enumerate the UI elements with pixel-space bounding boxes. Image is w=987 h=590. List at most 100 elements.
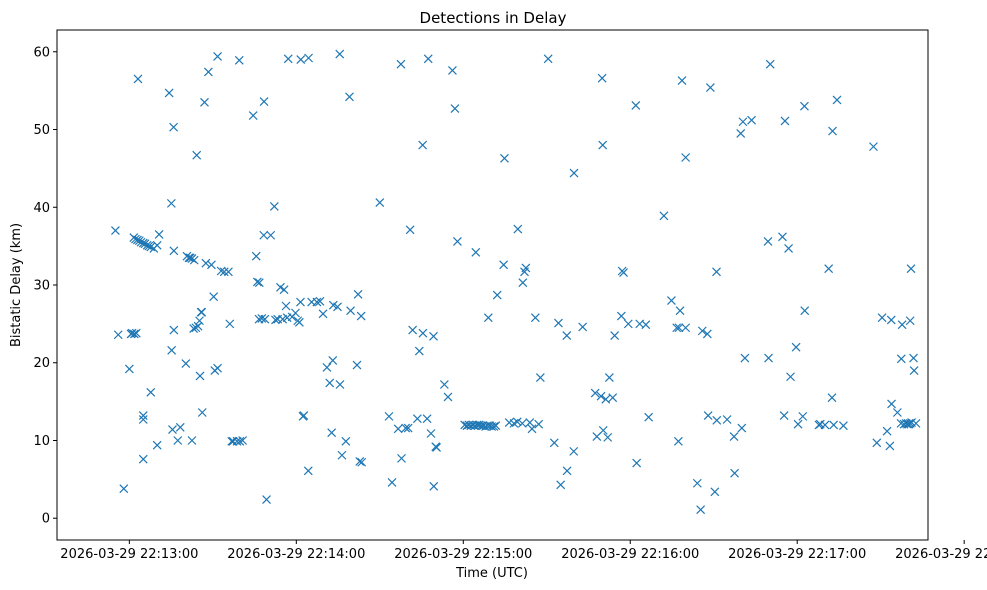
data-point	[169, 122, 179, 132]
data-point	[146, 387, 156, 397]
data-point	[257, 314, 267, 323]
data-point	[192, 150, 202, 160]
data-point	[905, 316, 915, 326]
data-point	[619, 268, 628, 277]
data-point	[800, 101, 809, 111]
data-point	[667, 296, 676, 305]
data-point	[353, 289, 363, 299]
data-point	[216, 266, 226, 276]
x-tick-label: 2026-03-29 22:17:00	[728, 547, 866, 562]
plot-frame	[56, 29, 929, 541]
data-point	[601, 394, 611, 404]
data-point	[906, 264, 916, 274]
data-point	[138, 454, 148, 464]
data-point	[800, 306, 810, 316]
data-point	[304, 53, 313, 63]
data-point	[590, 388, 600, 398]
data-point	[887, 399, 896, 409]
data-point	[909, 353, 918, 363]
data-point	[259, 230, 269, 240]
x-axis-label: Time (UTC)	[455, 566, 528, 581]
data-point	[569, 446, 579, 456]
data-point	[765, 59, 775, 69]
data-point	[131, 328, 141, 338]
data-point	[225, 319, 235, 329]
data-point	[675, 306, 685, 316]
data-point	[673, 436, 683, 446]
data-point	[197, 307, 207, 317]
y-tick-label: 30	[33, 279, 50, 294]
data-point	[327, 428, 337, 438]
data-point	[133, 74, 143, 84]
data-point	[318, 309, 328, 319]
data-point	[562, 331, 572, 340]
data-point	[260, 314, 270, 324]
data-point	[291, 308, 300, 318]
data-point	[722, 415, 732, 424]
data-point	[827, 393, 837, 403]
data-point	[403, 423, 413, 433]
data-point	[429, 331, 438, 341]
data-point	[443, 392, 453, 402]
x-tick-label: 2026-03-29 22:15:00	[394, 547, 532, 562]
data-point	[254, 278, 264, 288]
data-point	[251, 251, 261, 261]
data-point	[512, 417, 522, 427]
data-point	[414, 346, 424, 356]
data-point	[764, 353, 773, 363]
data-point	[426, 429, 436, 438]
data-point	[396, 59, 406, 69]
data-point	[219, 267, 229, 277]
data-point	[189, 255, 199, 265]
data-point	[909, 366, 919, 375]
data-point	[729, 432, 739, 442]
data-point	[189, 324, 199, 333]
data-point	[352, 360, 362, 370]
data-point	[737, 423, 747, 433]
data-point	[203, 67, 213, 77]
data-point	[644, 412, 654, 422]
data-point	[534, 419, 544, 429]
data-point	[113, 330, 123, 340]
data-point	[450, 104, 460, 113]
data-point	[262, 495, 271, 504]
data-point	[596, 391, 606, 401]
data-point	[829, 420, 839, 430]
data-point	[543, 54, 553, 64]
data-point	[610, 331, 620, 340]
data-point	[872, 438, 882, 448]
data-point	[793, 419, 803, 429]
data-point	[525, 418, 535, 428]
data-point	[712, 415, 722, 425]
data-point	[333, 302, 342, 312]
data-point	[747, 115, 756, 125]
data-point	[412, 414, 422, 424]
data-point	[608, 393, 618, 403]
data-point	[408, 325, 418, 335]
data-point	[283, 54, 293, 64]
data-point	[518, 278, 528, 288]
data-point	[169, 246, 179, 256]
y-axis: 0 10 20 30 40 50 60	[33, 45, 57, 527]
data-point	[341, 436, 351, 446]
data-point	[824, 264, 834, 274]
data-point	[271, 315, 280, 325]
data-point	[549, 438, 559, 448]
x-tick-label: 2026-03-29 22:14:00	[227, 547, 365, 562]
data-point	[702, 329, 712, 339]
data-point	[259, 97, 269, 106]
data-point	[527, 424, 537, 434]
data-point	[453, 237, 462, 246]
data-point	[631, 100, 641, 110]
data-point	[322, 362, 332, 372]
y-axis-label: Bistatic Delay (km)	[9, 223, 24, 347]
data-point	[820, 420, 830, 430]
data-point	[401, 423, 411, 433]
data-point	[517, 418, 527, 428]
data-point	[763, 237, 773, 246]
data-point	[738, 117, 748, 127]
data-point	[492, 290, 502, 300]
data-point	[294, 317, 304, 327]
data-point	[674, 323, 684, 333]
data-point	[838, 421, 848, 431]
